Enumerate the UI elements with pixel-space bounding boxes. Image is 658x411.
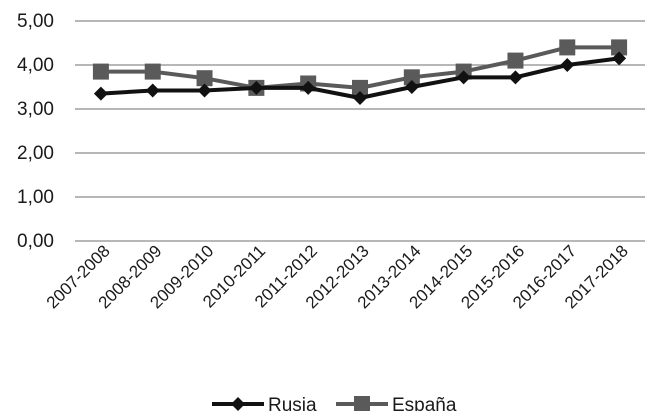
- data-point: [144, 63, 161, 80]
- data-point: [92, 63, 109, 80]
- y-tick-label: 4,00: [17, 55, 54, 76]
- y-tick-label: 5,00: [17, 11, 54, 32]
- legend-swatch-marker: [354, 396, 370, 411]
- x-axis-ticks: 2007-20082008-20092009-20102010-20112011…: [43, 241, 632, 312]
- data-point: [404, 80, 419, 94]
- data-point: [196, 70, 213, 87]
- legend-label: España: [392, 395, 457, 411]
- series-group: [92, 39, 628, 105]
- y-tick-label: 1,00: [17, 187, 54, 208]
- data-point: [301, 80, 316, 95]
- series-españa: [92, 39, 628, 96]
- legend-item-rusia: Rusia: [212, 395, 317, 411]
- data-point: [353, 91, 367, 105]
- data-point: [559, 39, 576, 56]
- data-point: [145, 83, 160, 98]
- y-tick-label: 2,00: [17, 143, 54, 164]
- series-rusia: [93, 51, 627, 105]
- data-point: [197, 83, 212, 98]
- y-tick-label: 3,00: [17, 99, 54, 120]
- data-point: [611, 39, 628, 56]
- data-point: [456, 70, 471, 85]
- data-point: [560, 58, 575, 72]
- legend-label: Rusia: [268, 395, 317, 411]
- data-point: [249, 80, 264, 95]
- data-point: [403, 69, 420, 86]
- legend-item-españa: España: [336, 395, 457, 411]
- y-tick-label: 0,00: [17, 231, 54, 252]
- legend-swatch-marker: [231, 397, 245, 411]
- legend: Rusia España: [212, 395, 457, 411]
- y-axis-ticks: 0,00 1,00 2,00 3,00 4,00 5,00: [17, 11, 54, 252]
- data-point: [612, 51, 627, 66]
- data-point: [507, 52, 524, 69]
- data-point: [352, 79, 368, 96]
- gridlines: [75, 20, 645, 242]
- data-point: [508, 70, 523, 85]
- data-point: [93, 86, 108, 101]
